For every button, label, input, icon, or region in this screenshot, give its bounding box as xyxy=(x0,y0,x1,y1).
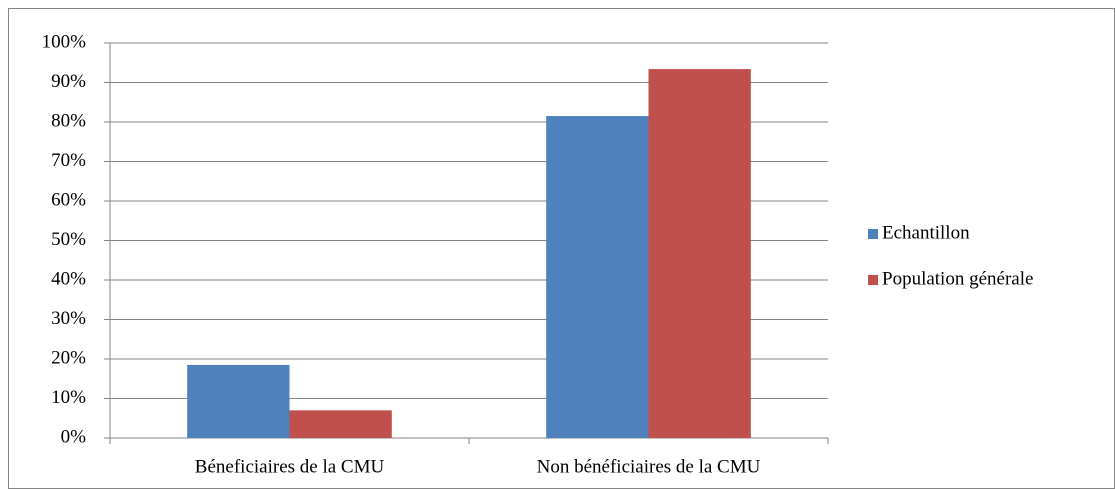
bar xyxy=(187,364,290,438)
y-tick-label: 50% xyxy=(51,229,86,250)
y-tick-label: 10% xyxy=(51,387,86,408)
y-tick-label: 100% xyxy=(42,31,87,52)
bar xyxy=(289,410,392,438)
legend-label: Population générale xyxy=(882,268,1033,289)
y-tick-label: 0% xyxy=(61,426,87,447)
legend-label: Echantillon xyxy=(882,222,970,243)
y-tick-label: 60% xyxy=(51,189,86,210)
legend-swatch xyxy=(868,229,878,239)
y-tick-label: 90% xyxy=(51,71,86,92)
legend-swatch xyxy=(868,275,878,285)
x-tick-label: Non bénéficiaires de la CMU xyxy=(537,456,761,477)
x-tick-label: Béneficiaires de la CMU xyxy=(195,456,385,477)
y-tick-label: 20% xyxy=(51,347,86,368)
bar xyxy=(648,69,751,438)
y-tick-label: 80% xyxy=(51,110,86,131)
y-tick-label: 30% xyxy=(51,308,86,329)
y-tick-label: 40% xyxy=(51,268,86,289)
y-tick-label: 70% xyxy=(51,150,86,171)
bar xyxy=(546,116,649,438)
